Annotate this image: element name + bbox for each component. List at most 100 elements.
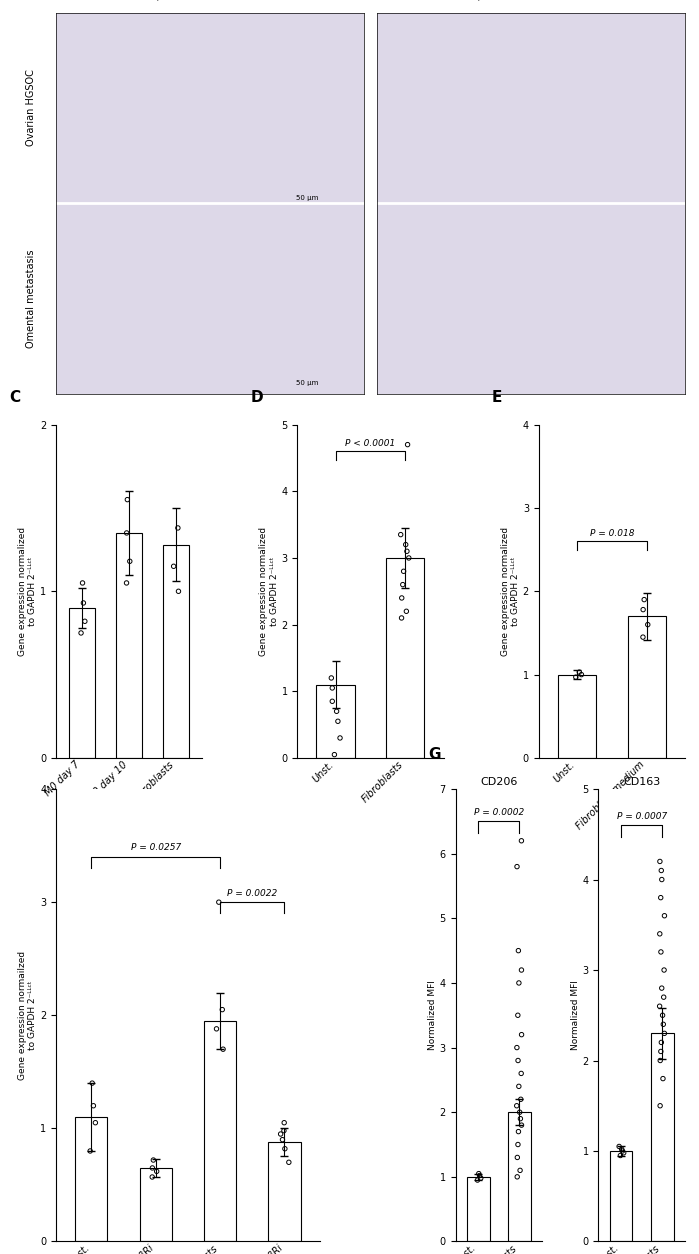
Point [516,1025,527,1045]
Point [639,589,650,609]
Point [147,1167,158,1188]
Point [514,1102,525,1122]
Point [618,1142,629,1162]
Title: CD206: CD206 [480,777,517,788]
Point [658,987,669,1007]
Point [151,1161,162,1181]
Point [124,552,136,572]
Point [334,727,345,747]
Point [88,1096,99,1116]
Point [403,548,415,568]
Bar [467,1176,489,1241]
Point [657,1068,668,1088]
Point [89,1112,101,1132]
Point [147,1157,158,1178]
Point [121,573,132,593]
Point [614,1136,625,1156]
Point [172,518,183,538]
Bar [558,675,596,757]
Text: P < 0.0001: P < 0.0001 [345,439,396,448]
Point [655,888,666,908]
Point [400,534,411,554]
Text: 50 μm: 50 μm [296,196,319,202]
Text: G: G [428,747,440,762]
Point [275,1124,286,1144]
Bar [204,1021,236,1241]
Point [213,892,224,912]
Point [217,999,228,1020]
Point [278,1121,289,1141]
Point [574,662,585,682]
Point [173,582,184,602]
Point [280,1139,291,1159]
Point [637,627,649,647]
Point [279,1112,290,1132]
Point [516,830,527,850]
Point [75,623,87,643]
Text: Omental metastasis: Omental metastasis [27,250,36,347]
Point [401,601,412,621]
Point [402,435,413,455]
Point [474,1165,485,1185]
Point [654,851,665,872]
Point [513,940,524,961]
Point [513,1121,524,1141]
Point [655,1041,666,1061]
Point [396,608,407,628]
Point [168,557,179,577]
Point [637,599,649,619]
Text: E: E [492,390,503,405]
Point [397,574,408,594]
Point [512,1135,524,1155]
Point [332,711,343,731]
Y-axis label: Normalized MFI: Normalized MFI [570,981,579,1050]
Point [615,1145,626,1165]
Bar [508,1112,531,1241]
Bar [317,685,355,757]
Text: P = 0.0257: P = 0.0257 [131,844,181,853]
Point [657,1006,668,1026]
Y-axis label: Gene expression normalized
to GAPDH 2⁻ᴸᴸᶜᵗ: Gene expression normalized to GAPDH 2⁻ᴸᴸ… [17,527,37,656]
Point [642,614,654,635]
Point [122,340,134,360]
Point [656,942,667,962]
Point [570,667,582,687]
Point [654,924,665,944]
Text: P = 0.018: P = 0.018 [590,529,634,538]
Point [515,1090,526,1110]
Point [513,1076,524,1096]
Point [654,1096,665,1116]
Bar [140,1167,172,1241]
Point [616,1139,627,1159]
Point [512,856,523,877]
Point [656,860,667,880]
Point [77,573,88,593]
Point [79,611,90,631]
Bar [386,558,424,757]
Text: P = 0.0002: P = 0.0002 [474,808,524,816]
Text: P = 0.0022: P = 0.0022 [227,889,278,898]
Text: Ovarian HGSOC: Ovarian HGSOC [27,69,36,147]
Bar [610,1151,633,1241]
Point [658,1014,669,1035]
Point [576,665,587,685]
Point [329,745,340,765]
Y-axis label: Gene expression normalized
to GAPDH 2⁻ᴸᴸᶜᵗ: Gene expression normalized to GAPDH 2⁻ᴸᴸ… [259,527,279,656]
Point [659,905,670,925]
Point [473,1164,484,1184]
Point [513,973,524,993]
Bar [651,1033,674,1241]
Point [511,1037,522,1057]
Point [472,1170,483,1190]
Point [475,1167,487,1188]
Point [654,996,665,1016]
Text: D: D [250,390,263,405]
Point [516,961,527,981]
Point [617,1141,628,1161]
Point [211,1018,222,1038]
Point [656,1032,667,1052]
Y-axis label: Gene expression normailzed
to GAPDH 2⁻ᴸᴸᶜᵗ: Gene expression normailzed to GAPDH 2⁻ᴸᴸ… [17,951,37,1080]
Point [87,1073,98,1093]
Point [512,1166,523,1186]
Y-axis label: Normalized MFI: Normalized MFI [428,981,437,1050]
